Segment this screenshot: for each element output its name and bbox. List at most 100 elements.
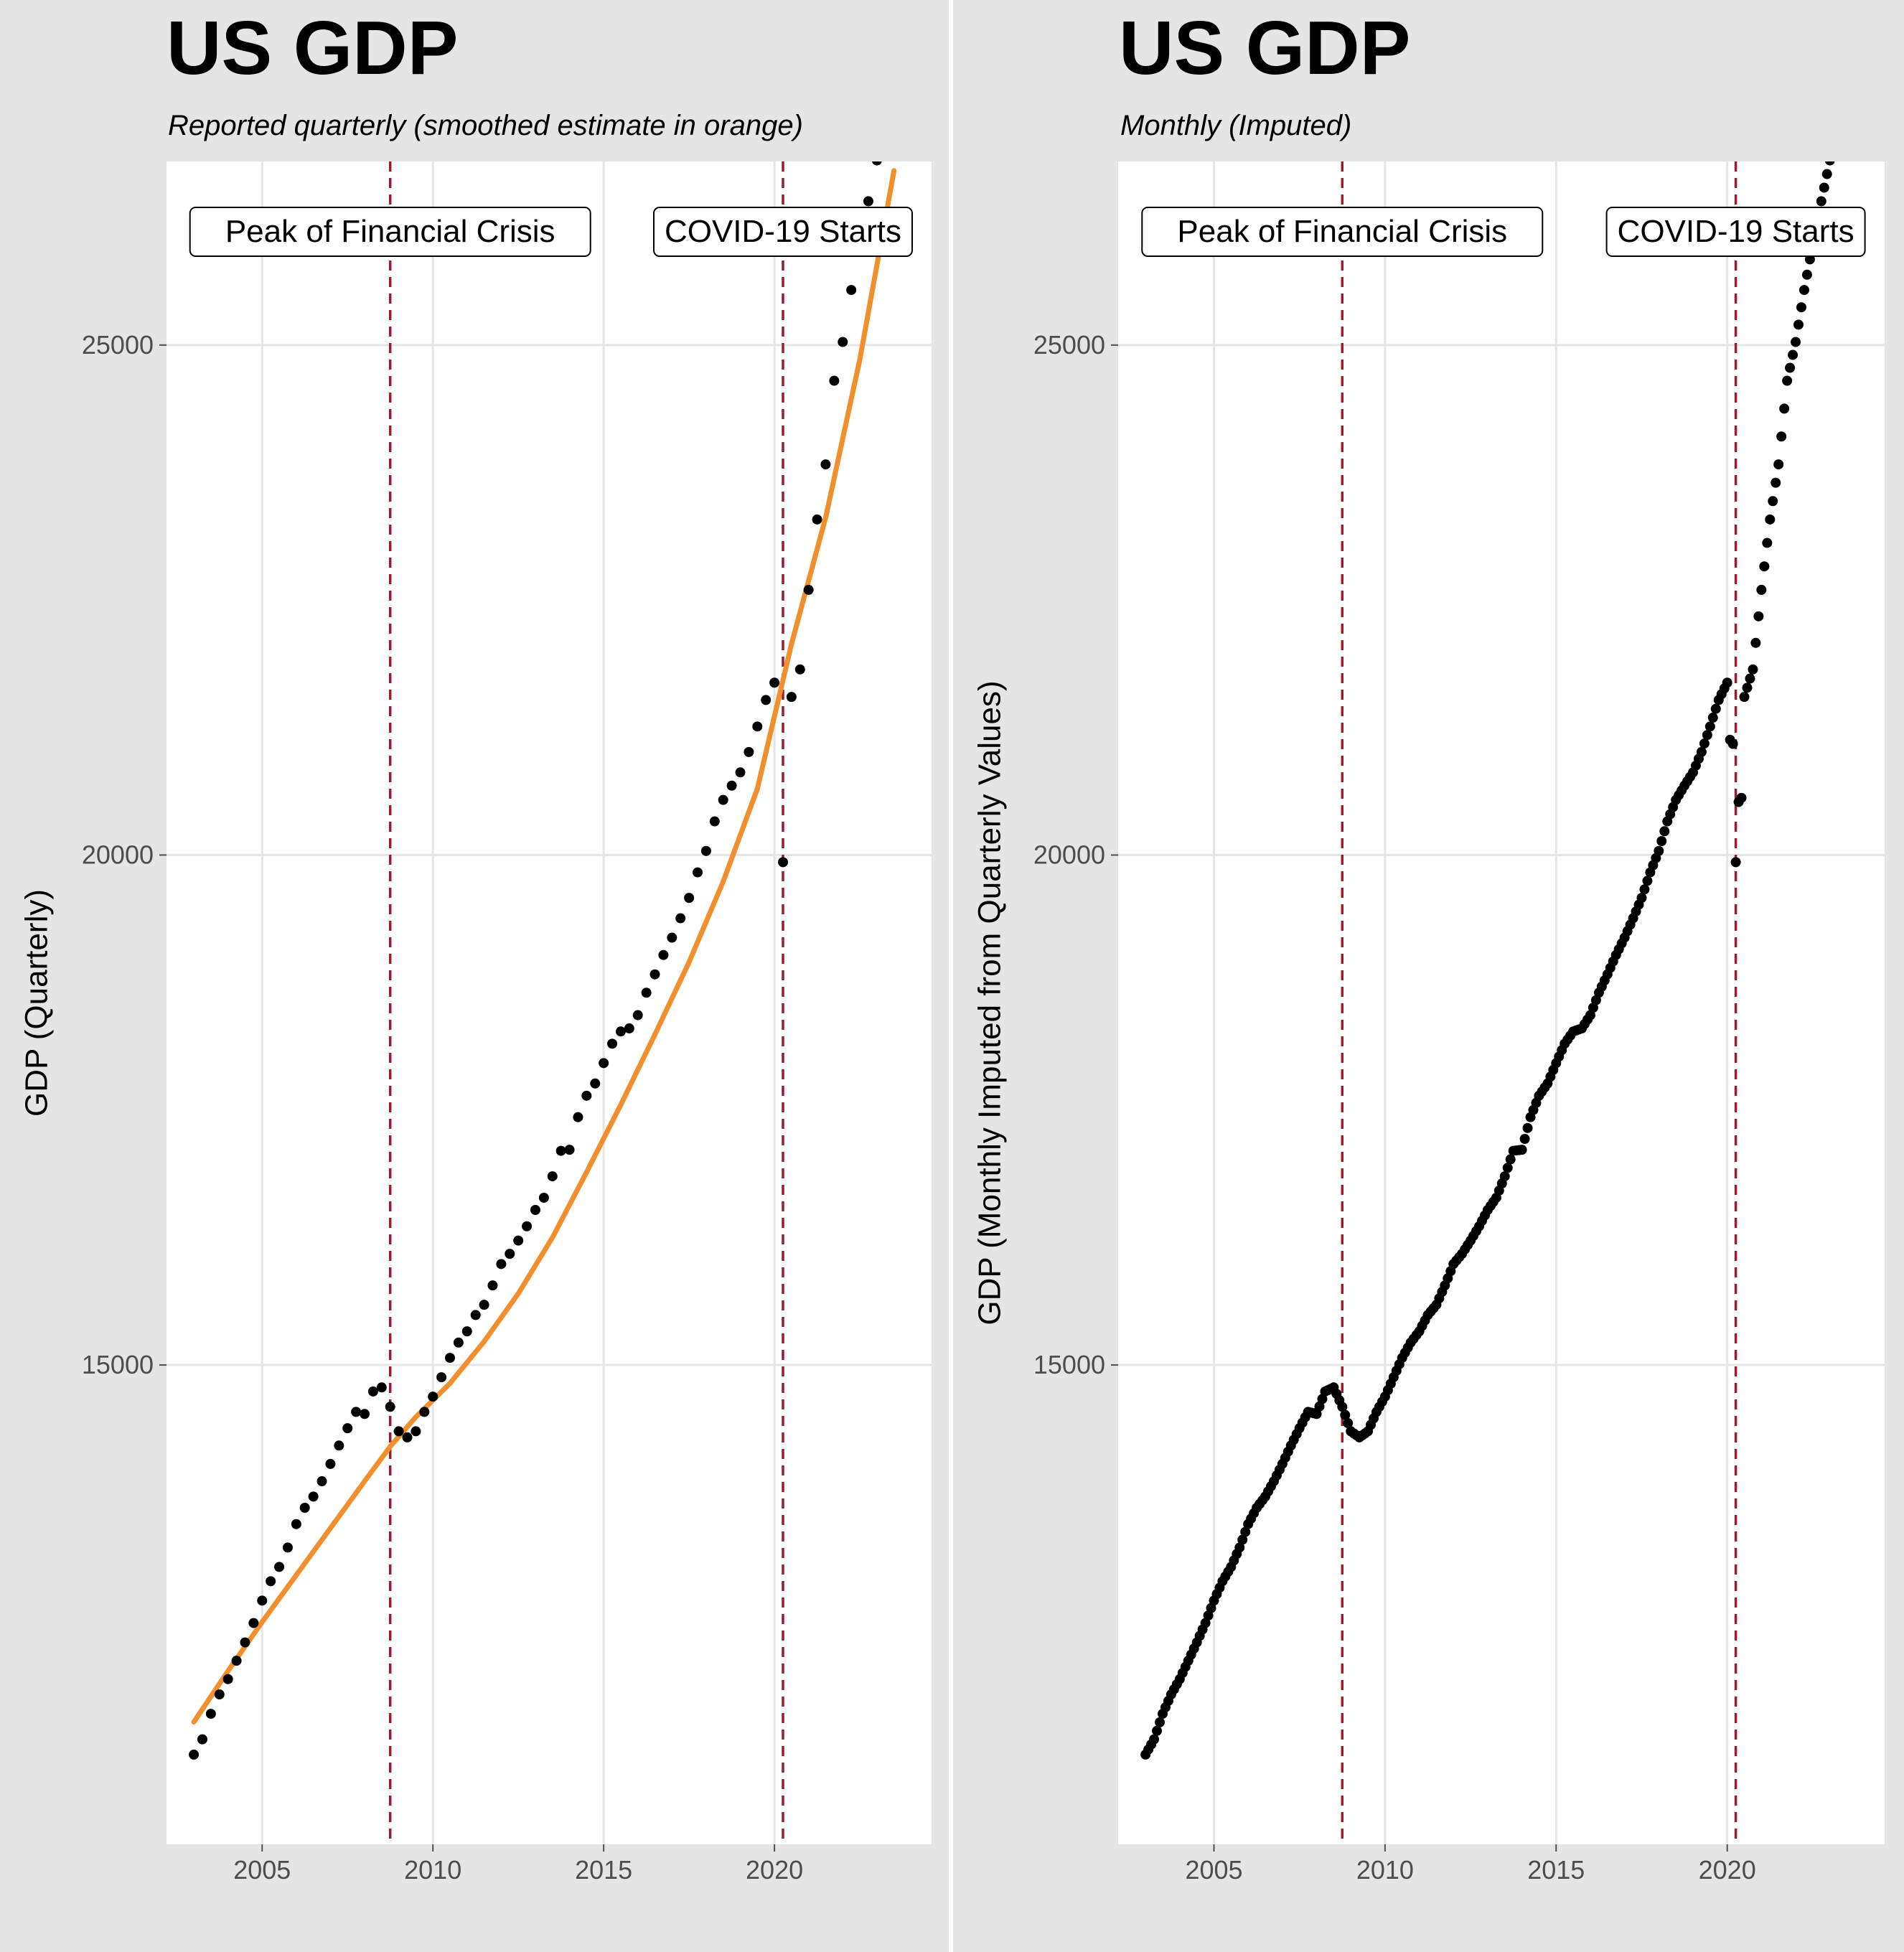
chart-monthly: 2005 2010 2015 2020 15000 20000 25000 GDP (Mont… [972,137,1885,1885]
x-tick-label: 2005 [1185,1855,1242,1885]
panel-subtitle: Reported quarterly (smoothed estimate in… [168,110,803,141]
data-point [1727,738,1738,749]
data-point [1659,826,1670,837]
data-point [402,1432,413,1442]
data-point [1519,1133,1530,1144]
data-point [1499,1171,1510,1182]
data-point [838,337,848,347]
data-point [231,1656,242,1666]
data-point [820,459,831,470]
data-point [658,949,669,960]
x-tick-label: 2010 [1356,1855,1414,1885]
data-point [1240,1526,1251,1537]
data-point [1337,1402,1348,1412]
data-point [197,1734,207,1745]
data-point [1750,637,1761,648]
data-point [555,1145,566,1156]
data-point [1788,349,1799,360]
data-point [667,932,677,943]
data-point [1821,169,1832,179]
data-point [1831,137,1841,147]
data-point [641,987,652,998]
data-point [1819,182,1829,193]
data-point [1742,682,1753,693]
data-point [538,1192,549,1203]
data-point [1654,845,1664,856]
data-point [590,1078,601,1089]
data-point [487,1280,498,1291]
data-point [599,1058,609,1069]
data-point [1782,375,1793,386]
data-point [761,695,772,705]
data-point [726,780,737,791]
y-axis-label: GDP (Monthly Imputed from Quarterly Valu… [972,680,1007,1325]
data-point [360,1409,370,1420]
y-tick-label: 15000 [1033,1350,1105,1379]
data-point [1739,692,1750,703]
data-point [1704,721,1715,732]
data-point [1762,538,1773,548]
data-point [786,692,797,703]
annotation-text: COVID-19 Starts [665,214,901,249]
data-point [274,1562,285,1572]
data-layer [189,161,897,1844]
data-point [1656,836,1667,847]
smooth-line [191,168,897,1725]
data-point [205,1709,216,1719]
data-point [282,1542,293,1553]
data-point [1745,673,1755,684]
data-point [1234,1542,1245,1553]
data-point [1768,496,1778,507]
data-point [1343,1418,1354,1429]
data-point [1791,337,1801,347]
data-point [769,677,780,688]
data-point [470,1310,481,1320]
data-point [632,1010,643,1020]
data-point [496,1259,507,1270]
plot-area [167,161,932,1844]
data-point [214,1689,225,1700]
data-point [718,794,728,805]
data-point [1828,146,1838,156]
data-point [240,1637,250,1648]
y-tick-label: 20000 [1033,840,1105,869]
x-tick-label: 2010 [404,1855,461,1885]
data-point [675,913,686,924]
data-point [385,1402,395,1412]
right-panel: US GDP Monthly (Imputed) 2005 2010 2015 202… [953,0,1904,1952]
data-point [419,1407,430,1417]
data-point [1699,738,1710,749]
annotation-box [1141,207,1544,257]
data-point [453,1337,464,1348]
data-point [573,1112,583,1122]
annotation-box [189,207,591,257]
data-point [1799,285,1809,296]
data-point [624,1023,634,1034]
data-point [1642,876,1653,886]
data-point [248,1618,259,1628]
data-point [376,1382,387,1393]
data-point [461,1326,472,1337]
data-point [189,1749,200,1760]
annotation-label: COVID-19 Starts [1605,207,1866,257]
data-point [684,893,695,904]
data-point [299,1503,310,1513]
data-point [266,1576,276,1587]
data-point [1722,677,1732,688]
data-point [1773,459,1784,470]
data-point [1748,664,1758,675]
annotation-label: COVID-19 Starts [652,207,913,257]
data-point [649,969,660,980]
data-point [1816,196,1826,207]
data-point [1771,477,1781,488]
data-point [1796,302,1806,313]
data-point [1696,746,1707,757]
annotation-box [1605,207,1866,257]
annotation-box [652,207,913,257]
data-point [564,1145,575,1155]
data-point [436,1372,447,1383]
data-point [1522,1122,1533,1133]
data-point [607,1038,618,1049]
data-point [615,1026,626,1037]
x-tick-label: 2020 [746,1855,803,1885]
